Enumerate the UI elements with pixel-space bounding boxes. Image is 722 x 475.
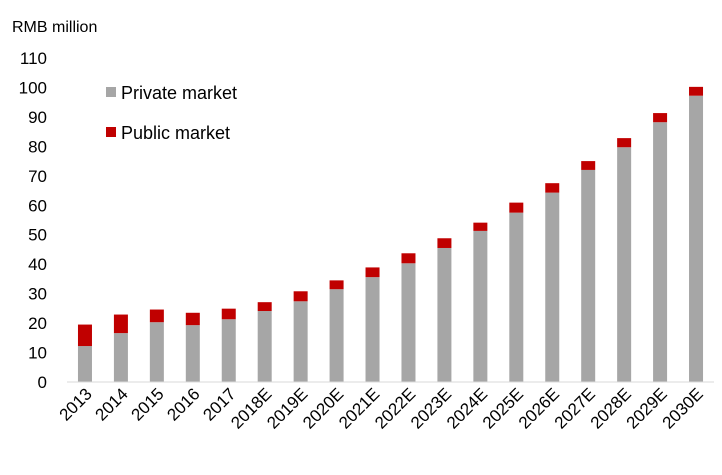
y-axis-ticks: 0 10 20 30 40 50 60 70 80 90 100 110	[19, 49, 47, 392]
bar-public-market	[149, 309, 164, 323]
bar-private-market	[329, 289, 344, 382]
bar-private-market	[257, 311, 272, 382]
bar-private-market	[473, 230, 488, 382]
bars-group	[77, 86, 704, 383]
bar-public-market	[437, 238, 452, 248]
bar-private-market	[77, 346, 92, 382]
bar-private-market	[221, 319, 236, 382]
bar-public-market	[77, 324, 92, 347]
bar-private-market	[617, 147, 632, 382]
legend-label-public-market: Public market	[121, 123, 230, 143]
bar-private-market	[293, 301, 308, 382]
bar-public-market	[509, 202, 524, 213]
bar-public-market	[653, 113, 668, 123]
bar-public-market	[113, 314, 128, 334]
y-tick-label: 30	[28, 285, 47, 304]
x-tick-label: 2030E	[659, 384, 707, 432]
y-tick-label: 110	[20, 49, 47, 68]
y-axis-unit-label: RMB million	[12, 19, 97, 36]
bar-public-market	[473, 222, 488, 231]
y-tick-label: 40	[28, 255, 47, 274]
bar-public-market	[221, 308, 236, 320]
bar-private-market	[689, 95, 704, 383]
bar-private-market	[401, 263, 416, 382]
x-tick-label: 2015	[128, 384, 168, 424]
bar-public-market	[293, 291, 308, 302]
bar-private-market	[545, 192, 560, 382]
bar-public-market	[689, 86, 704, 96]
y-tick-label: 10	[28, 344, 47, 363]
legend: Private market Public market	[106, 83, 237, 143]
x-tick-label: 2013	[56, 384, 96, 424]
y-tick-label: 20	[28, 314, 47, 333]
y-tick-label: 80	[28, 137, 47, 156]
bar-public-market	[581, 161, 596, 170]
legend-swatch-public-market	[106, 127, 116, 137]
bar-public-market	[185, 312, 200, 326]
y-tick-label: 90	[28, 108, 47, 127]
y-tick-label: 60	[28, 196, 47, 215]
y-tick-label: 50	[28, 226, 47, 245]
x-tick-label: 2016	[163, 384, 203, 424]
legend-swatch-private-market	[106, 87, 116, 97]
bar-private-market	[113, 333, 128, 382]
bar-private-market	[365, 277, 380, 382]
bar-public-market	[545, 183, 560, 193]
bar-private-market	[653, 122, 668, 382]
y-tick-label: 70	[28, 167, 47, 186]
bar-public-market	[257, 302, 272, 312]
bar-public-market	[617, 138, 632, 148]
bar-private-market	[185, 325, 200, 382]
bar-private-market	[509, 212, 524, 382]
x-tick-label: 2014	[92, 384, 132, 424]
x-axis-ticks: 201320142015201620172018E2019E2020E2021E…	[56, 384, 707, 432]
bar-public-market	[401, 253, 416, 264]
bar-public-market	[329, 280, 344, 290]
legend-label-private-market: Private market	[121, 83, 237, 103]
y-tick-label: 100	[19, 78, 47, 97]
bar-private-market	[149, 322, 164, 382]
bar-private-market	[581, 169, 596, 382]
bar-public-market	[365, 267, 380, 278]
bar-private-market	[437, 247, 452, 382]
y-tick-label: 0	[38, 373, 47, 392]
